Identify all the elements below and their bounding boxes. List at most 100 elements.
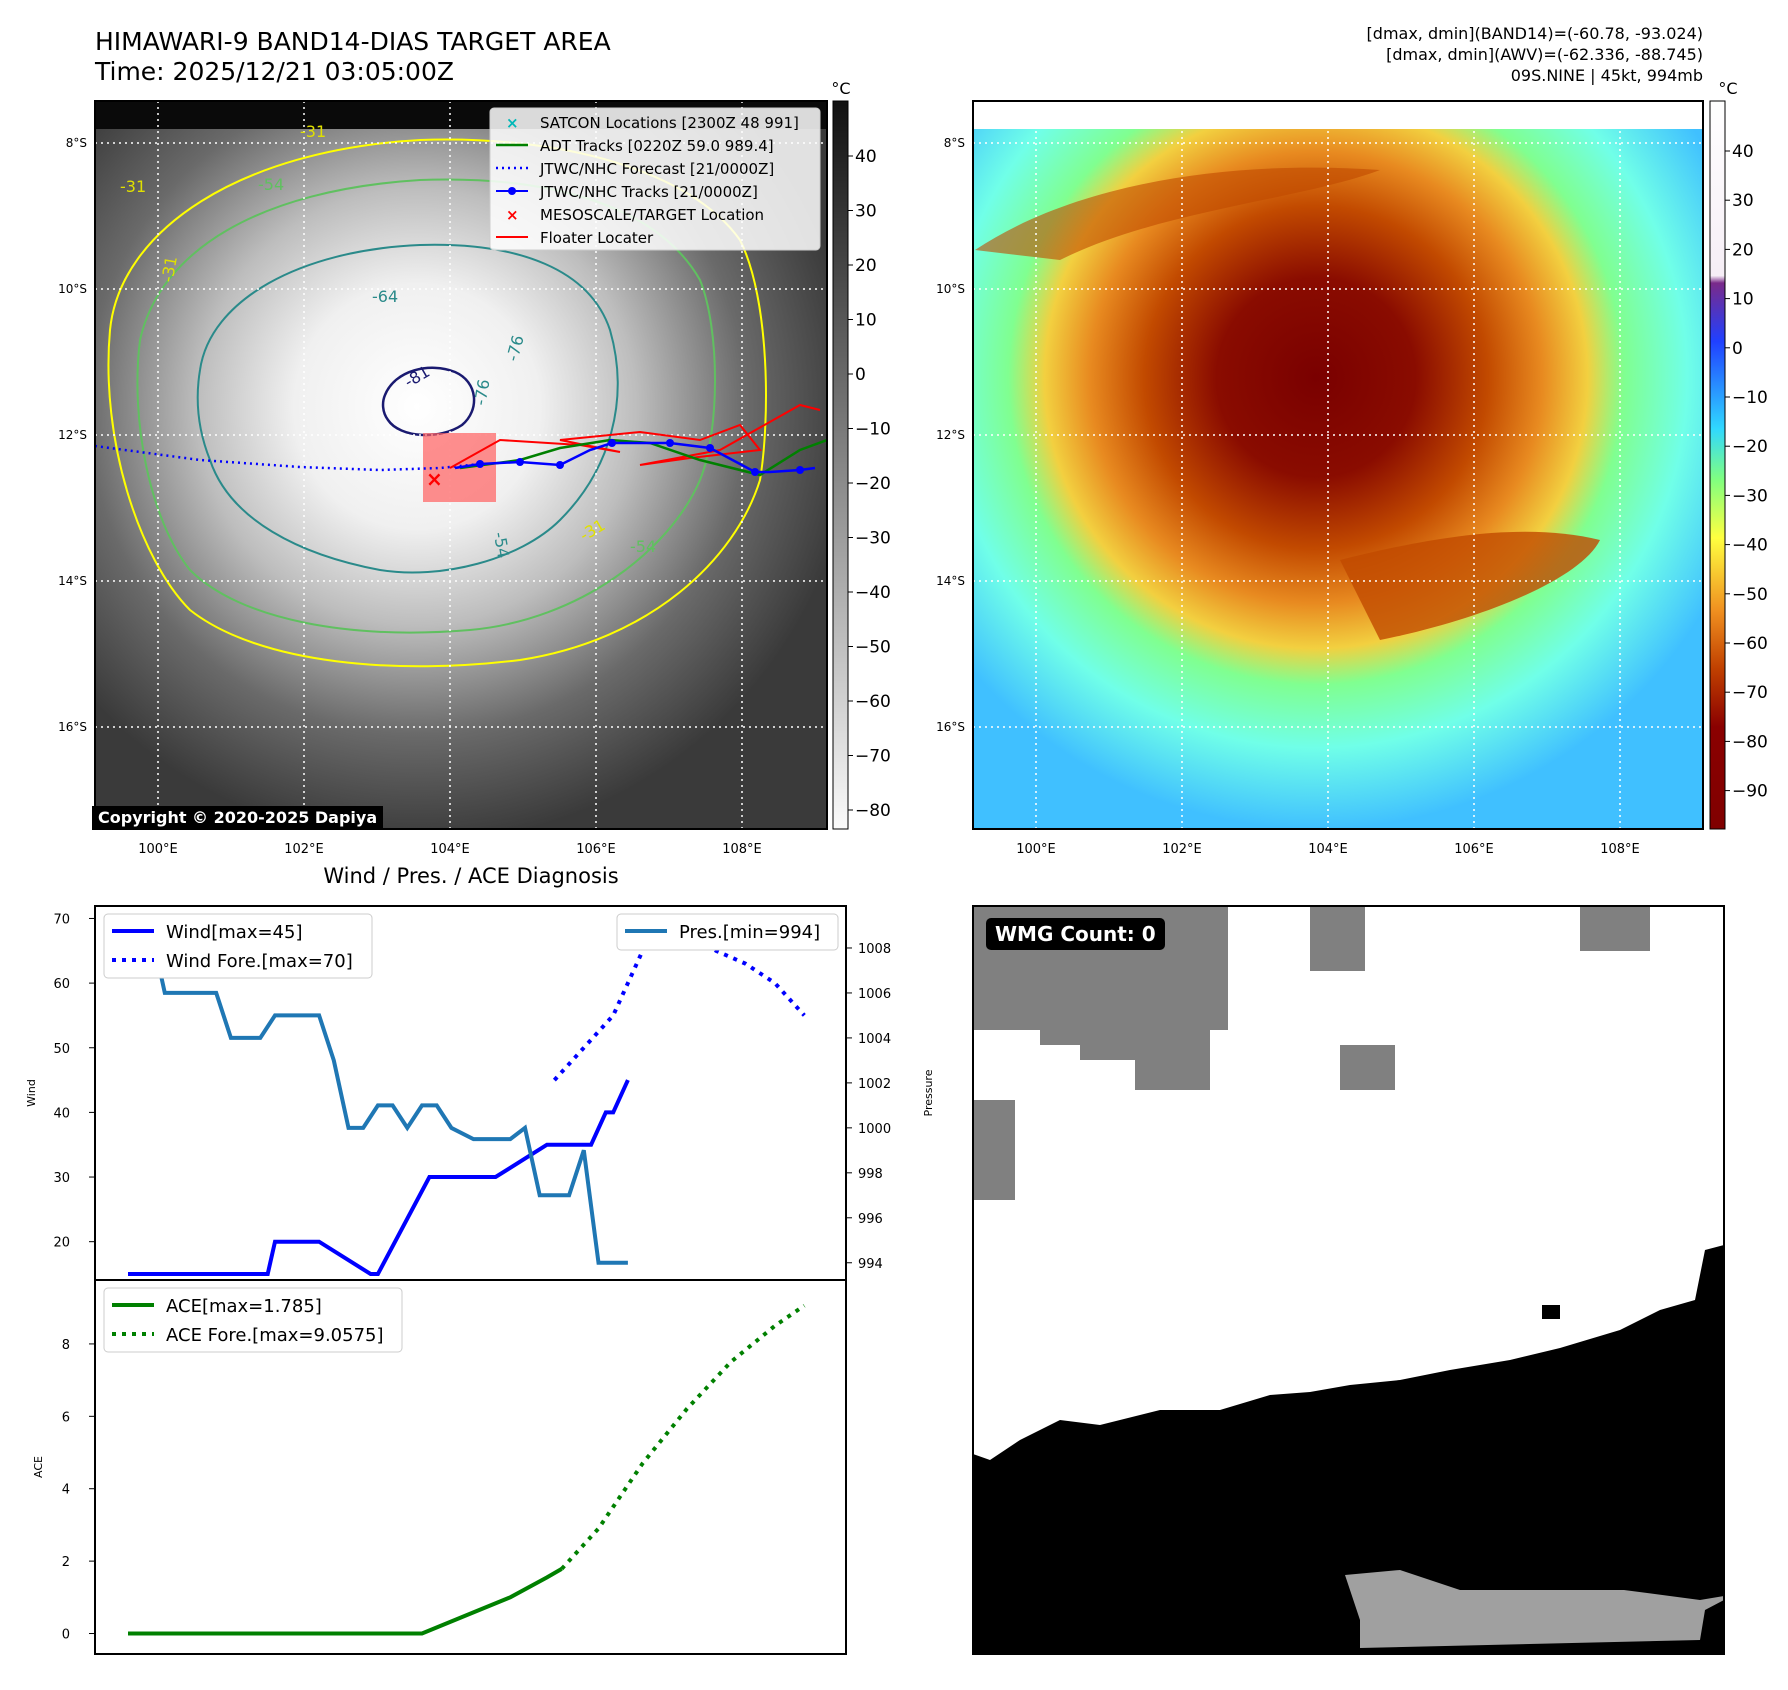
lat-label: 16°S bbox=[58, 720, 87, 734]
wmg-black-patch bbox=[1542, 1305, 1560, 1319]
awv-band-north bbox=[975, 167, 1380, 260]
colorbar-color-tick-label: 40 bbox=[1732, 142, 1754, 162]
colorbar-color-tick-label: −40 bbox=[1732, 536, 1768, 556]
wind-tick-label: 20 bbox=[53, 1236, 70, 1251]
series-line-ace-fore- bbox=[560, 1303, 806, 1571]
colorbar-gray: °C 40 30 20 10 0 −10 −20 −30 −40 −50 −60 −70 −80 bbox=[831, 79, 891, 830]
ir-gridlines bbox=[95, 101, 827, 829]
colorbar-color-tick-label: −20 bbox=[1732, 437, 1768, 457]
legend-item-adt: ADT Tracks [0220Z 59.0 989.4] bbox=[540, 137, 774, 155]
jtwc-track bbox=[454, 441, 816, 474]
colorbar-color: °C 40 30 20 10 0 −10 −20 −30 −40 −50 −60 −70 −80 −90 bbox=[1709, 79, 1768, 830]
series-line-wind-fore- bbox=[552, 915, 806, 1082]
wind-fore-legend-label: Wind Fore.[max=70] bbox=[166, 951, 353, 972]
ace-legend-label: ACE[max=1.785] bbox=[166, 1296, 322, 1317]
lat-label: 8°S bbox=[944, 136, 965, 150]
colorbar-gray-tick-label: −40 bbox=[855, 583, 891, 603]
colorbar-gray-tick-label: 0 bbox=[855, 365, 866, 385]
contour-label: -31 bbox=[120, 177, 146, 196]
colorbar-color-tick-label: 30 bbox=[1732, 191, 1754, 211]
wind-tick-label: 70 bbox=[53, 912, 70, 927]
colorbar-gray-tick-label: −80 bbox=[855, 801, 891, 821]
lat-label: 8°S bbox=[66, 136, 87, 150]
colorbar-color-tick-label: −60 bbox=[1732, 634, 1768, 654]
colorbar-color-tick-label: 20 bbox=[1732, 240, 1754, 260]
colorbar-gray-unit: °C bbox=[831, 79, 850, 98]
ace-legend: ACE[max=1.785] ACE Fore.[max=9.0575] bbox=[103, 1287, 403, 1353]
lat-label: 16°S bbox=[936, 720, 965, 734]
wmg-gray-patch bbox=[1580, 906, 1650, 951]
wind-axis-label: Wind bbox=[25, 1079, 38, 1107]
contour-label: -54 bbox=[490, 531, 513, 560]
ace-tick-label: 4 bbox=[62, 1483, 70, 1498]
lat-label: 14°S bbox=[936, 574, 965, 588]
ace-tick-label: 0 bbox=[62, 1628, 70, 1643]
info-line3: 09S.NINE | 45kt, 994mb bbox=[1511, 66, 1703, 85]
wind-legend-label: Wind[max=45] bbox=[166, 922, 303, 943]
legend-symbol-target: × bbox=[506, 206, 519, 224]
colorbar-gray-tick-label: −50 bbox=[855, 638, 891, 658]
ir-map-panel: -31 -31 -54 -31 -64 -76 -81 -76 -54 -31 … bbox=[58, 100, 828, 857]
colorbar-gray-tick-label: −60 bbox=[855, 692, 891, 712]
colorbar-color-tick-label: −50 bbox=[1732, 585, 1768, 605]
info-line1: [dmax, dmin](BAND14)=(-60.78, -93.024) bbox=[1367, 24, 1703, 43]
awv-map-panel: 8°S 10°S 12°S 14°S 16°S 100°E 102°E 104°… bbox=[936, 100, 1704, 857]
lon-label: 104°E bbox=[430, 842, 470, 857]
contour-label: -31 bbox=[158, 255, 181, 284]
colorbar-gray-tick-label: −10 bbox=[855, 420, 891, 440]
colorbar-gray-tick-label: −70 bbox=[855, 747, 891, 767]
contour-green bbox=[136, 178, 716, 634]
ace-chart: ACE 8 6 4 2 0 ACE[max=1.785] ACE Fore.[max=9… bbox=[32, 1279, 847, 1655]
colorbar-color-unit: °C bbox=[1718, 79, 1737, 98]
jtwc-track-points bbox=[476, 439, 804, 476]
colorbar-color-tick-label: 0 bbox=[1732, 339, 1743, 359]
pressure-tick-label: 996 bbox=[858, 1212, 883, 1227]
pres-legend-label: Pres.[min=994] bbox=[679, 922, 820, 943]
pressure-tick-label: 994 bbox=[858, 1257, 883, 1272]
lat-label: 14°S bbox=[58, 574, 87, 588]
wind-tick-label: 30 bbox=[53, 1171, 70, 1186]
legend-box bbox=[489, 107, 821, 251]
legend-item-jtwc: JTWC/NHC Tracks [21/0000Z] bbox=[539, 183, 758, 201]
ace-legend-box bbox=[103, 1287, 403, 1353]
wind-tick-label: 40 bbox=[53, 1106, 70, 1121]
lon-label: 106°E bbox=[576, 842, 616, 857]
wmg-gray-region-nw bbox=[973, 906, 1228, 1090]
lat-label: 10°S bbox=[936, 282, 965, 296]
contour-teal bbox=[196, 243, 619, 574]
diagnosis-title: Wind / Pres. / ACE Diagnosis bbox=[323, 864, 618, 888]
pres-legend-box bbox=[616, 913, 839, 951]
info-line2: [dmax, dmin](AWV)=(-62.336, -88.745) bbox=[1386, 45, 1703, 64]
lon-label: 106°E bbox=[1454, 842, 1494, 857]
contour-label: -54 bbox=[630, 537, 656, 556]
wind-legend: Wind[max=45] Wind Fore.[max=70] bbox=[103, 913, 373, 979]
pressure-tick-label: 1000 bbox=[858, 1122, 891, 1137]
series-line-wind bbox=[128, 1079, 630, 1276]
lat-label: 10°S bbox=[58, 282, 87, 296]
colorbar-gray-tick-label: −20 bbox=[855, 474, 891, 494]
wind-tick-label: 60 bbox=[53, 977, 70, 992]
wind-tick-label: 50 bbox=[53, 1042, 70, 1057]
pressure-axis-label: Pressure bbox=[922, 1069, 935, 1116]
pres-legend: Pres.[min=994] bbox=[616, 913, 839, 951]
pressure-tick-label: 998 bbox=[858, 1167, 883, 1182]
wmg-frame-border bbox=[972, 905, 1725, 1655]
colorbar-gray-tick-label: 30 bbox=[855, 202, 877, 222]
series-line-ace bbox=[128, 1567, 563, 1636]
map-legend: × SATCON Locations [2300Z 48 991] ADT Tr… bbox=[489, 107, 821, 251]
series-line-pres- bbox=[128, 923, 628, 1265]
ace-tick-label: 2 bbox=[62, 1555, 70, 1570]
pressure-tick-label: 1008 bbox=[858, 942, 891, 957]
ace-tick-label: 6 bbox=[62, 1410, 70, 1425]
wmg-panel bbox=[972, 905, 1725, 1655]
colorbar-color-tick-label: −80 bbox=[1732, 732, 1768, 752]
ace-fore-legend-label: ACE Fore.[max=9.0575] bbox=[166, 1325, 384, 1346]
legend-item-forecast: JTWC/NHC Forecast [21/0000Z] bbox=[539, 160, 774, 178]
colorbar-gray-tick-label: 40 bbox=[855, 147, 877, 167]
wmg-gray-patch bbox=[1310, 906, 1365, 971]
colorbar-color-tick-label: −90 bbox=[1732, 782, 1768, 802]
wmg-gray-patch bbox=[1340, 1045, 1395, 1090]
awv-top-white bbox=[973, 101, 1703, 129]
pressure-tick-label: 1002 bbox=[858, 1077, 891, 1092]
figure-title-line1: HIMAWARI-9 BAND14-DIAS TARGET AREA bbox=[95, 27, 611, 56]
